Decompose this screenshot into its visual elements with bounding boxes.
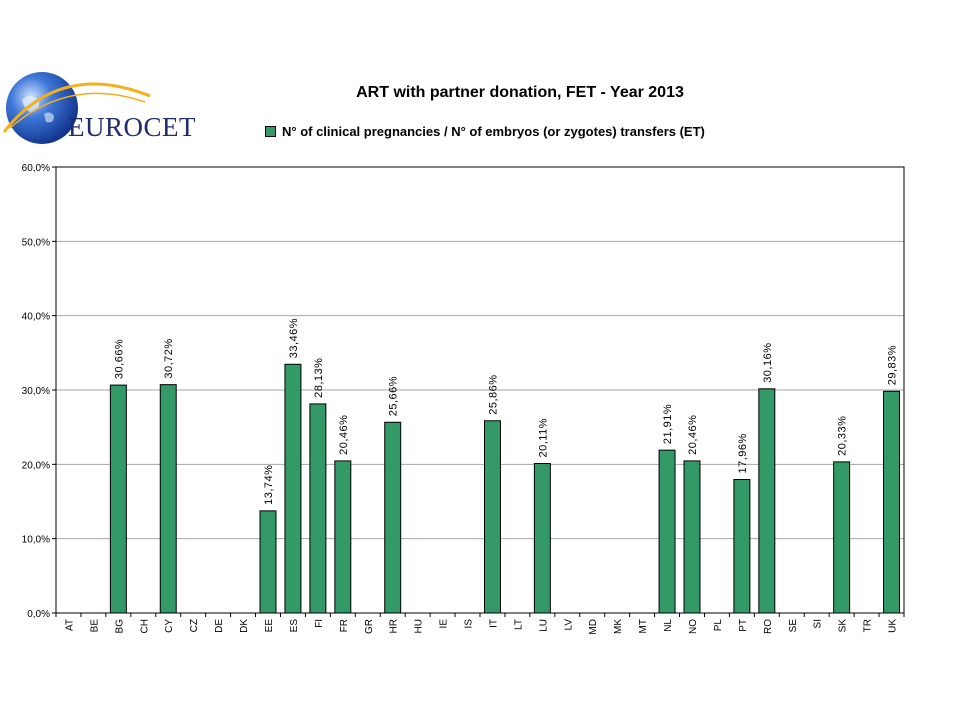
x-tick-label: IT [488, 619, 499, 628]
x-tick-label: SK [838, 619, 849, 633]
legend-swatch [265, 126, 276, 137]
bar-lu [533, 463, 551, 614]
x-tick-label: MD [588, 619, 599, 635]
bar-it [483, 420, 501, 614]
bar-fi [309, 403, 327, 614]
legend-label: N° of clinical pregnancies / N° of embry… [282, 124, 705, 139]
data-label-ee: 13,74% [263, 465, 275, 505]
x-axis-ticks: AT BE BG CH CY CZ DE DK EE ES FI FR GR HR HU IE IS IT LT LU… [55, 613, 905, 635]
x-tick-label: DK [239, 619, 250, 633]
x-tick-label: IE [439, 619, 450, 629]
logo-text: EUROCET [68, 112, 196, 142]
x-tick-label: SI [813, 619, 824, 628]
y-axis-ticks: 0,0% 10,0% 20,0% 30,0% 40,0% 50,0% 60,0% [22, 163, 56, 620]
y-tick-label: 60,0% [22, 163, 50, 174]
x-tick-label: CH [139, 619, 150, 633]
bar-ee [259, 510, 277, 614]
x-tick-label: SE [788, 619, 799, 633]
x-tick-label: TR [863, 619, 874, 632]
data-label-nl: 21,91% [662, 404, 674, 444]
data-label-bg: 30,66% [113, 339, 125, 379]
bar-pt [733, 478, 751, 614]
y-tick-label: 40,0% [22, 312, 50, 323]
x-tick-label: PL [713, 619, 724, 632]
x-tick-label: LV [563, 619, 574, 631]
data-label-uk: 29,83% [887, 345, 899, 385]
x-tick-label: DE [214, 619, 225, 633]
bars [109, 363, 901, 614]
eurocet-logo [0, 66, 200, 146]
x-tick-label: UK [888, 619, 899, 633]
data-label-hr: 25,66% [388, 376, 400, 416]
x-tick-label: MK [613, 619, 624, 634]
x-tick-label: BE [89, 619, 100, 633]
data-label-cy: 30,72% [163, 338, 175, 378]
y-tick-label: 50,0% [22, 237, 50, 248]
data-label-sk: 20,33% [837, 416, 849, 456]
x-tick-label: NO [688, 619, 699, 634]
x-tick-label: EE [264, 619, 275, 633]
x-tick-label: CZ [189, 619, 200, 632]
data-label-pt: 17,96% [737, 433, 749, 473]
globe-icon [2, 72, 151, 144]
bar-nl [658, 449, 676, 614]
bar-no [683, 460, 701, 614]
x-tick-label: LU [538, 619, 549, 632]
data-label-es: 33,46% [288, 318, 300, 358]
bar-uk [883, 390, 901, 614]
x-tick-label: RO [763, 619, 774, 634]
bar-bg [109, 384, 127, 614]
x-tick-label: BG [114, 619, 125, 634]
y-tick-label: 20,0% [22, 460, 50, 471]
x-tick-label: HR [389, 619, 400, 633]
data-label-fi: 28,13% [313, 358, 325, 398]
bar-ro [758, 388, 776, 614]
data-label-fr: 20,46% [338, 415, 350, 455]
data-label-ro: 30,16% [762, 342, 774, 382]
bar-fr [334, 460, 352, 614]
y-tick-label: 10,0% [22, 535, 50, 546]
legend: N° of clinical pregnancies / N° of embry… [265, 124, 705, 139]
x-tick-label: CY [164, 619, 175, 633]
data-label-it: 25,86% [487, 374, 499, 414]
y-tick-label: 30,0% [22, 386, 50, 397]
x-tick-label: IS [464, 619, 475, 629]
gridlines [56, 240, 904, 540]
x-tick-label: LT [513, 619, 524, 630]
x-tick-label: PT [738, 619, 749, 632]
data-labels: 30,66% 30,72% 13,74% 33,46% 28,13% 20,46% 25,6… [113, 318, 898, 505]
plot-frame [55, 166, 905, 614]
x-tick-label: MT [638, 619, 649, 633]
chart-title: ART with partner donation, FET - Year 20… [356, 84, 684, 101]
x-tick-label: FR [339, 619, 350, 632]
data-label-lu: 20,11% [537, 418, 549, 458]
x-tick-label: AT [64, 619, 75, 631]
x-tick-label: HU [414, 619, 425, 633]
x-tick-label: GR [364, 619, 375, 634]
x-tick-label: NL [663, 619, 674, 632]
bar-cy [159, 384, 177, 614]
data-label-no: 20,46% [687, 415, 699, 455]
bar-sk [833, 461, 851, 614]
y-tick-label: 0,0% [27, 609, 50, 620]
x-tick-label: ES [289, 619, 300, 633]
x-tick-label: FI [314, 619, 325, 628]
bar-es [284, 363, 302, 614]
bar-hr [384, 421, 402, 614]
